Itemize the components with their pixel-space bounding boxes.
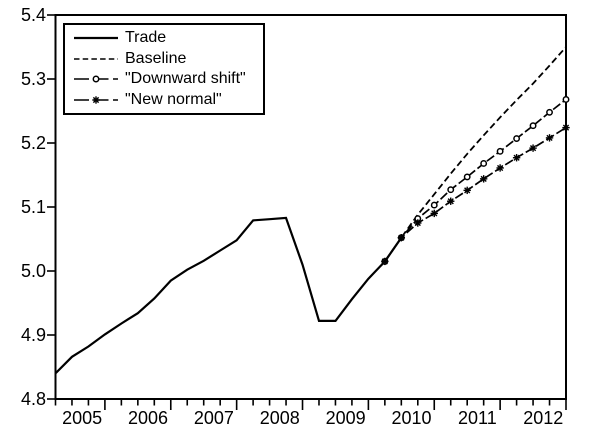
legend-label-new-normal: "New normal" xyxy=(125,91,222,109)
y-axis-tick-label: 5.2 xyxy=(21,133,46,153)
legend-item-trade: Trade xyxy=(73,28,261,48)
x-axis-tick-label: 2008 xyxy=(260,408,300,428)
x-axis-tick-label: 2012 xyxy=(523,408,563,428)
y-axis-tick-label: 5.4 xyxy=(21,5,46,25)
legend-item-baseline: Baseline xyxy=(73,49,261,69)
y-axis-tick-label: 4.8 xyxy=(21,389,46,409)
downward-shift-line-sample-icon xyxy=(74,75,118,83)
legend-item-new-normal: "New normal" xyxy=(73,90,261,110)
y-axis-tick-label: 5.3 xyxy=(21,69,46,89)
x-axis-tick-label: 2005 xyxy=(62,408,102,428)
legend-item-downward-shift: "Downward shift" xyxy=(73,69,261,89)
new-normal-markers xyxy=(381,123,570,266)
y-axis: 4.8 4.9 5.0 5.1 5.2 5.3 5.4 xyxy=(21,5,55,409)
legend-label-trade: Trade xyxy=(125,28,167,46)
x-axis-tick-label: 2010 xyxy=(392,408,432,428)
x-axis-tick-label: 2009 xyxy=(326,408,366,428)
trade-line-sample-icon xyxy=(74,36,118,39)
new-normal-line xyxy=(384,126,567,262)
legend-label-baseline: Baseline xyxy=(125,49,187,67)
new-normal-line-sample-icon xyxy=(74,96,118,104)
downward-shift-markers xyxy=(381,96,570,265)
y-axis-tick-label: 5.0 xyxy=(21,261,46,281)
legend: Trade Baseline "Downward shift" "New nor… xyxy=(63,23,265,115)
baseline-line-sample-icon xyxy=(74,57,118,60)
downward-shift-line xyxy=(384,98,567,262)
x-axis: 2005 2006 2007 2008 2009 2010 2011 2012 xyxy=(54,400,567,428)
legend-label-downward-shift: "Downward shift" xyxy=(125,70,246,88)
x-axis-tick-label: 2007 xyxy=(194,408,234,428)
x-axis-tick-label: 2006 xyxy=(128,408,168,428)
plot-border xyxy=(54,14,567,400)
y-axis-tick-label: 5.1 xyxy=(21,197,46,217)
trade-line xyxy=(54,216,403,375)
x-axis-tick-label: 2011 xyxy=(458,408,497,428)
y-axis-tick-label: 4.9 xyxy=(21,325,46,345)
